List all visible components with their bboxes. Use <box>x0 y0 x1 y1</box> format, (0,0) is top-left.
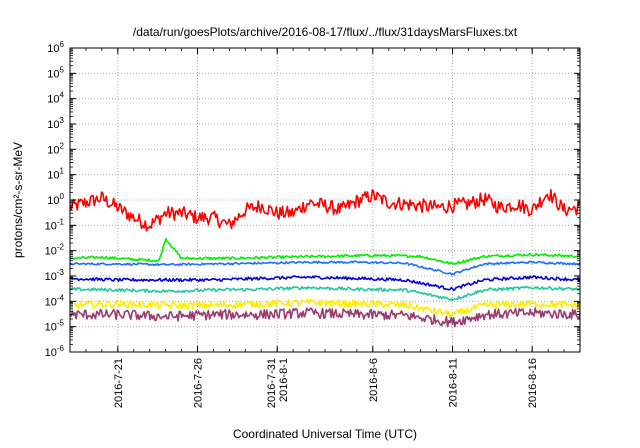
y-tick-label: 10-5 <box>45 319 65 334</box>
series-line-2 <box>69 237 581 266</box>
series-line-5 <box>69 285 581 302</box>
y-tick-label: 10-6 <box>45 344 65 359</box>
y-tick-label: 105 <box>47 65 64 80</box>
y-axis-label: protons/cm²-s-sr-MeV <box>11 142 25 258</box>
x-tick-label: 2016-7-31 <box>266 358 278 408</box>
y-tick-label: 10-2 <box>45 243 65 258</box>
series-line-1 <box>69 188 581 232</box>
y-tick-label: 102 <box>47 141 64 156</box>
chart-title: /data/run/goesPlots/archive/2016-08-17/f… <box>133 25 518 39</box>
grid <box>70 48 580 352</box>
y-tick-label: 10-1 <box>45 217 65 232</box>
series-line-7 <box>69 307 581 328</box>
x-tick-label: 2016-8-16 <box>527 358 539 408</box>
y-tick-label: 104 <box>47 91 64 106</box>
series-lines <box>69 188 581 328</box>
y-tick-label: 101 <box>47 167 64 182</box>
x-axis: 2016-7-21 2016-7-26 2016-7-31 2016-8-1 2016-… <box>69 48 581 408</box>
x-tick-label: 2016-8-1 <box>278 358 290 402</box>
x-tick-label: 2016-7-21 <box>113 358 125 408</box>
y-axis: 10-6 10-5 10-4 10-3 10-2 10-1 100 101 102 103 104 1… <box>45 40 580 359</box>
y-tick-label: 100 <box>47 192 64 207</box>
series-line-4 <box>69 275 581 292</box>
y-tick-label: 10-4 <box>45 293 65 308</box>
x-tick-label: 2016-8-6 <box>368 358 380 402</box>
y-tick-label: 106 <box>47 40 64 55</box>
y-tick-label: 103 <box>47 116 64 131</box>
series-line-6 <box>69 298 581 318</box>
series-line-3 <box>69 260 581 276</box>
x-axis-label: Coordinated Universal Time (UTC) <box>233 427 417 441</box>
x-tick-label: 2016-7-26 <box>193 358 205 408</box>
y-tick-label: 10-3 <box>45 268 65 283</box>
x-tick-label: 2016-8-11 <box>448 358 460 407</box>
